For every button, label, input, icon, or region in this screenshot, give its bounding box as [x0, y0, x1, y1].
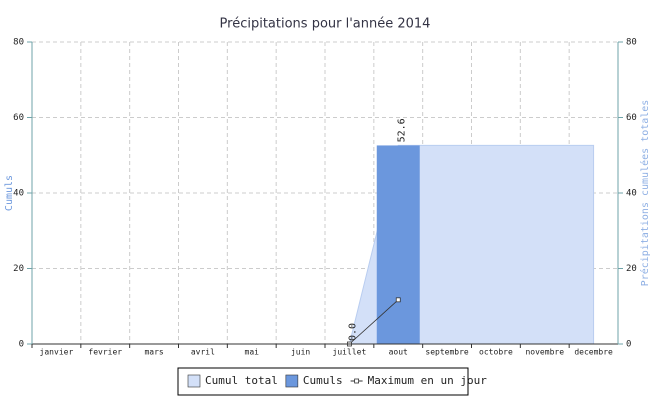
y-tick-label: 20 [13, 264, 24, 274]
y-tick-label: 40 [13, 189, 24, 199]
x-tick-label: septembre [425, 348, 469, 357]
bar [376, 145, 420, 344]
x-tick-label: mars [144, 348, 163, 357]
line [349, 299, 399, 345]
y2-tick-label: 40 [626, 189, 637, 199]
y-tick-label: 80 [13, 38, 24, 48]
x-tick-label: octobre [479, 348, 513, 357]
data-label: 0.0 [347, 323, 358, 341]
legend-label: Cumuls [303, 374, 343, 387]
y2-tick-label: 20 [626, 264, 637, 274]
y2-tick-label: 60 [626, 113, 637, 123]
line-marker [395, 297, 401, 303]
x-tick-label: fevrier [88, 348, 122, 357]
data-label: 52.6 [396, 118, 407, 142]
y2-tick-label: 0 [626, 340, 631, 350]
x-tick-label: novembre [525, 348, 564, 357]
y2-axis-label: Précipitations cumulées totales [639, 100, 650, 287]
y2-tick-label: 80 [626, 38, 637, 48]
legend-marker [354, 378, 360, 384]
x-tick-label: aout [389, 348, 408, 357]
legend-swatch [187, 374, 201, 388]
legend-box [177, 367, 469, 396]
x-tick-label: decembre [574, 348, 613, 357]
y-tick-label: 60 [13, 113, 24, 123]
x-tick-label: mai [245, 348, 260, 357]
x-tick-label: juin [291, 348, 310, 357]
y-tick-label: 0 [19, 340, 24, 350]
chart-title: Précipitations pour l'année 2014 [220, 17, 431, 32]
x-tick-label: juillet [333, 348, 367, 357]
legend-label: Maximum en un jour [368, 374, 488, 387]
x-tick-label: avril [191, 348, 215, 357]
y-axis-label: Cumuls [4, 175, 15, 211]
x-tick-label: janvier [40, 348, 74, 357]
legend-label: Cumul total [205, 374, 278, 387]
legend-swatch [285, 374, 299, 388]
